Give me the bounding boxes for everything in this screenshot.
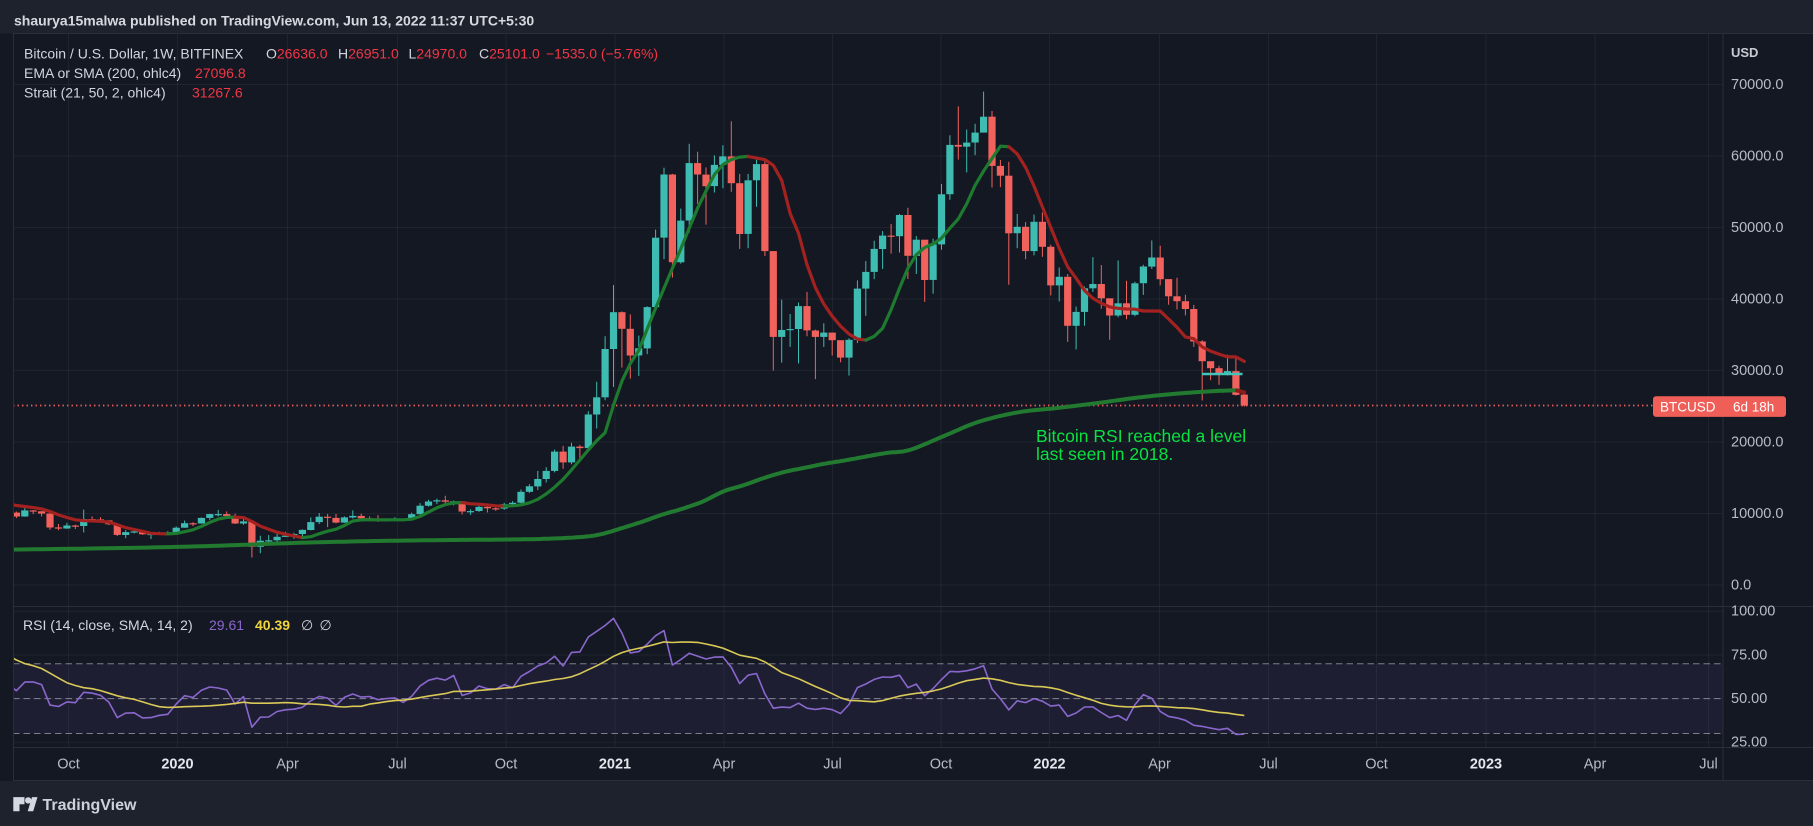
svg-text:−1535.0 (−5.76%): −1535.0 (−5.76%): [546, 46, 658, 62]
svg-text:Strait (21, 50, 2, ohlc4): Strait (21, 50, 2, ohlc4): [24, 85, 166, 101]
svg-text:C25101.0: C25101.0: [479, 46, 540, 62]
svg-text:Bitcoin RSI reached a level: Bitcoin RSI reached a level: [1036, 426, 1246, 446]
svg-text:70000.0: 70000.0: [1731, 77, 1783, 93]
svg-text:Apr: Apr: [1148, 757, 1171, 773]
svg-text:Jul: Jul: [1699, 757, 1718, 773]
svg-text:50.00: 50.00: [1731, 691, 1767, 707]
svg-text:RSI (14, close, SMA, 14, 2): RSI (14, close, SMA, 14, 2): [23, 617, 193, 633]
svg-text:O26636.0: O26636.0: [266, 46, 328, 62]
svg-text:EMA or SMA (200, ohlc4): EMA or SMA (200, ohlc4): [24, 65, 181, 81]
svg-text:30000.0: 30000.0: [1731, 363, 1783, 379]
svg-text:100.00: 100.00: [1731, 604, 1775, 620]
svg-text:∅: ∅: [320, 617, 332, 633]
svg-text:2023: 2023: [1470, 757, 1502, 773]
svg-text:Oct: Oct: [57, 757, 80, 773]
svg-text:Oct: Oct: [1365, 757, 1388, 773]
svg-text:Apr: Apr: [713, 757, 736, 773]
svg-text:10000.0: 10000.0: [1731, 506, 1783, 522]
svg-text:Oct: Oct: [930, 757, 953, 773]
svg-text:Bitcoin / U.S. Dollar, 1W, BIT: Bitcoin / U.S. Dollar, 1W, BITFINEX: [24, 46, 244, 62]
svg-text:75.00: 75.00: [1731, 647, 1767, 663]
svg-text:Apr: Apr: [1584, 757, 1607, 773]
svg-text:USD: USD: [1731, 45, 1758, 60]
svg-text:BTCUSD: BTCUSD: [1660, 400, 1716, 415]
svg-text:6d 18h: 6d 18h: [1733, 400, 1774, 415]
svg-text:0.0: 0.0: [1731, 577, 1751, 593]
svg-text:∅: ∅: [301, 617, 313, 633]
svg-text:31267.6: 31267.6: [192, 85, 243, 101]
svg-text:L24970.0: L24970.0: [409, 46, 468, 62]
svg-text:Apr: Apr: [276, 757, 299, 773]
svg-text:40000.0: 40000.0: [1731, 291, 1783, 307]
svg-text:40.39: 40.39: [255, 617, 290, 633]
svg-text:Jul: Jul: [823, 757, 842, 773]
svg-text:60000.0: 60000.0: [1731, 148, 1783, 164]
svg-text:Oct: Oct: [495, 757, 518, 773]
svg-text:29.61: 29.61: [209, 617, 244, 633]
svg-text:Jul: Jul: [1259, 757, 1278, 773]
svg-text:50000.0: 50000.0: [1731, 220, 1783, 236]
svg-text:27096.8: 27096.8: [195, 65, 246, 81]
svg-text:2021: 2021: [599, 757, 631, 773]
svg-text:Jul: Jul: [388, 757, 407, 773]
svg-text:TradingView: TradingView: [43, 797, 138, 814]
svg-text:2020: 2020: [161, 757, 193, 773]
svg-text:20000.0: 20000.0: [1731, 434, 1783, 450]
svg-text:2022: 2022: [1033, 757, 1065, 773]
svg-text:25.00: 25.00: [1731, 735, 1767, 751]
svg-text:last seen in 2018.: last seen in 2018.: [1036, 444, 1173, 464]
svg-text:H26951.0: H26951.0: [338, 46, 399, 62]
svg-text:shaurya15malwa published on Tr: shaurya15malwa published on TradingView.…: [14, 13, 534, 29]
